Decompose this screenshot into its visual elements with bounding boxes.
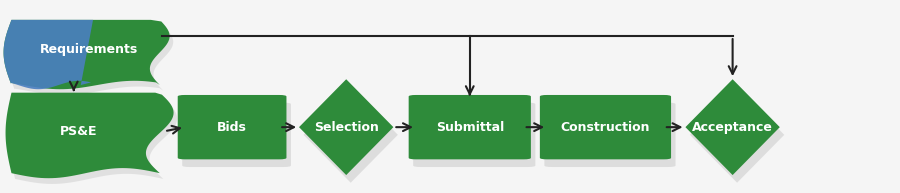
Polygon shape [299, 79, 393, 175]
Text: Acceptance: Acceptance [692, 121, 773, 134]
Text: Construction: Construction [561, 121, 650, 134]
Polygon shape [4, 20, 169, 89]
Polygon shape [5, 93, 174, 178]
FancyBboxPatch shape [413, 103, 536, 167]
Polygon shape [7, 26, 173, 95]
Text: Selection: Selection [314, 121, 379, 134]
Text: Requirements: Requirements [40, 43, 138, 56]
Polygon shape [9, 98, 177, 184]
Polygon shape [686, 79, 779, 175]
FancyBboxPatch shape [177, 95, 286, 159]
Text: PS&E: PS&E [59, 125, 97, 138]
Polygon shape [4, 20, 93, 89]
Text: Bids: Bids [217, 121, 247, 134]
FancyBboxPatch shape [544, 103, 676, 167]
Polygon shape [690, 87, 784, 183]
FancyBboxPatch shape [540, 95, 671, 159]
FancyBboxPatch shape [409, 95, 531, 159]
Polygon shape [303, 87, 398, 183]
FancyBboxPatch shape [182, 103, 291, 167]
Text: Submittal: Submittal [436, 121, 504, 134]
